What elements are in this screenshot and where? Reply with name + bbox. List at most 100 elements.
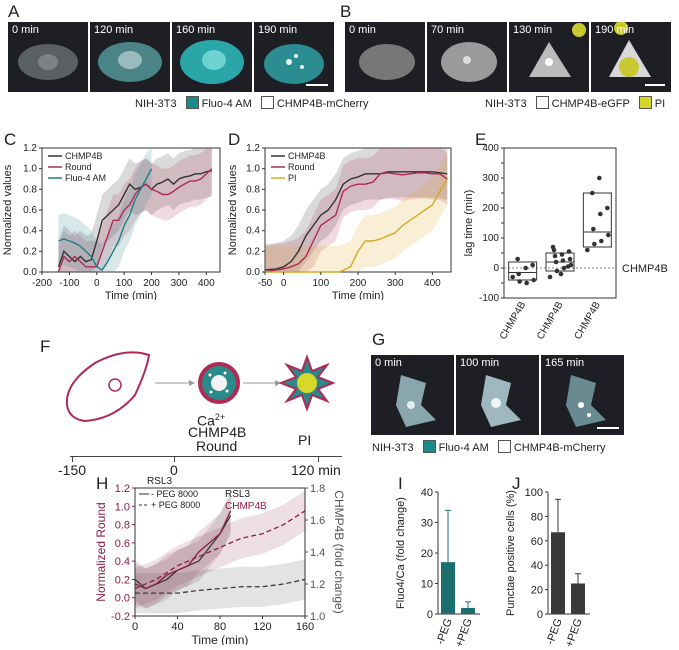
x-tick-label: 300 (387, 278, 404, 289)
series-band (265, 153, 448, 272)
micrograph-b-4: 190 min (591, 22, 671, 92)
bar (571, 583, 585, 614)
data-point (510, 274, 515, 280)
y2-tick-label: 1.0 (310, 611, 325, 623)
data-point (592, 241, 597, 247)
panel-label-d: D (228, 130, 241, 149)
panel-label-f: F (40, 337, 51, 356)
data-point (605, 205, 610, 211)
series-line (134, 510, 232, 590)
x-axis-label: Time (min) (105, 290, 157, 300)
legend-label: PI (288, 173, 297, 183)
bar (461, 607, 475, 614)
ca-superscript: 2+ (214, 412, 226, 422)
bar (551, 532, 565, 614)
y-axis-label: Normalized values (2, 164, 14, 255)
chmp4b-stage-label: CHMP4B (188, 424, 247, 440)
y-axis-label: Fluo4/Ca (fold change) (395, 497, 407, 609)
category-label: +PEG (453, 617, 474, 648)
legend-label: CHMP4B-mCherry (513, 442, 606, 454)
panel-label-b: B (340, 2, 352, 21)
y-axis-label: lag time (min) (463, 190, 475, 257)
timepoint-label: 120 min (94, 24, 134, 36)
panel-label-h: H (96, 474, 109, 493)
timeline-tick-label: 0 (170, 462, 178, 478)
timepoint-label: 190 min (595, 24, 635, 36)
panel-label-e: E (475, 130, 487, 149)
y-tick-label: 0.4 (23, 226, 37, 237)
x-tick-label: 200 (350, 278, 367, 289)
data-point (606, 232, 611, 238)
y-tick-label: 40 (531, 560, 543, 572)
scale-bar (306, 84, 328, 86)
x-tick-label: 300 (171, 278, 188, 289)
panel-f-diagram (65, 351, 336, 423)
y-tick-label: 0.8 (23, 184, 37, 195)
legend-label: CHMP4B (225, 501, 267, 512)
y-tick-label: 0.8 (246, 184, 260, 195)
y-tick-label: 1.0 (246, 164, 260, 175)
round-stage-label: Round (196, 438, 238, 454)
series-band (135, 490, 305, 609)
y-tick-label: 1.0 (115, 501, 130, 513)
legend-swatch (497, 440, 511, 453)
x-axis-label: Time (min) (332, 290, 384, 300)
micrograph-a-4: 190 min (254, 22, 334, 92)
micrograph-g-3: 165 min (541, 355, 624, 435)
y-tick-label: 200 (482, 203, 499, 214)
chart-i: 0 10 20 30 40 -PEG+PEG Fluo4/Ca (fold change) (395, 487, 480, 648)
y-tick-label: 0.0 (246, 267, 260, 278)
data-point (565, 264, 571, 269)
y-tick-label: 0 (427, 609, 433, 621)
series-band (265, 148, 448, 272)
y-tick-label: 40 (421, 487, 433, 499)
y-tick-label: -0.2 (111, 611, 130, 623)
y-tick-label: 80 (531, 511, 543, 523)
legend-swatch (260, 96, 274, 109)
box (508, 261, 538, 281)
legend-swatch (422, 440, 436, 453)
category-label: -PEG (544, 617, 564, 646)
x-tick-label: 120 (253, 621, 271, 633)
data-point (561, 265, 567, 271)
y-tick-label: 0.0 (115, 593, 130, 605)
ca-label: Ca2+ (197, 410, 225, 428)
legend-label: Fluo-4 AM (438, 442, 489, 454)
panel-label-a: A (8, 2, 20, 21)
micrograph-g-2: 100 min (456, 355, 539, 435)
y-tick-label: 1.0 (23, 164, 37, 175)
box (582, 192, 612, 248)
data-point (531, 277, 536, 283)
micrograph-a-1: 0 min (8, 22, 88, 92)
series-line (134, 510, 306, 590)
y2-tick-label: 1.2 (310, 579, 325, 591)
y-tick-label: 400 (482, 143, 499, 154)
data-point (585, 247, 590, 253)
y-tick-label: 0.0 (23, 267, 37, 278)
y-tick-label: 0 (537, 609, 543, 621)
legend-label: - PEG 8000 (151, 489, 198, 499)
ca-text: Ca (197, 412, 215, 429)
cell-line-label: NIH-3T3 (135, 98, 177, 110)
y-tick-label: 0 (493, 263, 499, 274)
y-tick-label: 1.2 (115, 483, 130, 495)
data-point (550, 244, 556, 250)
y2-tick-label: 1.4 (310, 547, 325, 559)
y2-tick-label: 1.8 (310, 483, 325, 495)
data-point (547, 274, 553, 280)
y-tick-label: -100 (479, 293, 499, 304)
data-point (567, 256, 573, 262)
y-tick-label: 0.8 (115, 520, 130, 532)
timepoint-label: 70 min (431, 24, 465, 36)
category-label: PI - CHMP4B (563, 300, 603, 340)
micrograph-b-2: 70 min (427, 22, 507, 92)
legend-swatch (535, 96, 549, 109)
micrograph-b-1: 0 min (345, 22, 425, 92)
data-point (516, 271, 521, 277)
x-axis-label: Time (min) (192, 633, 249, 645)
series-band (135, 495, 231, 609)
panel-b-images: 0 min 70 min 130 min 190 min (345, 22, 675, 92)
timepoint-label: 0 min (349, 24, 376, 36)
adherent-cell-icon (65, 351, 151, 423)
data-point (599, 238, 604, 244)
